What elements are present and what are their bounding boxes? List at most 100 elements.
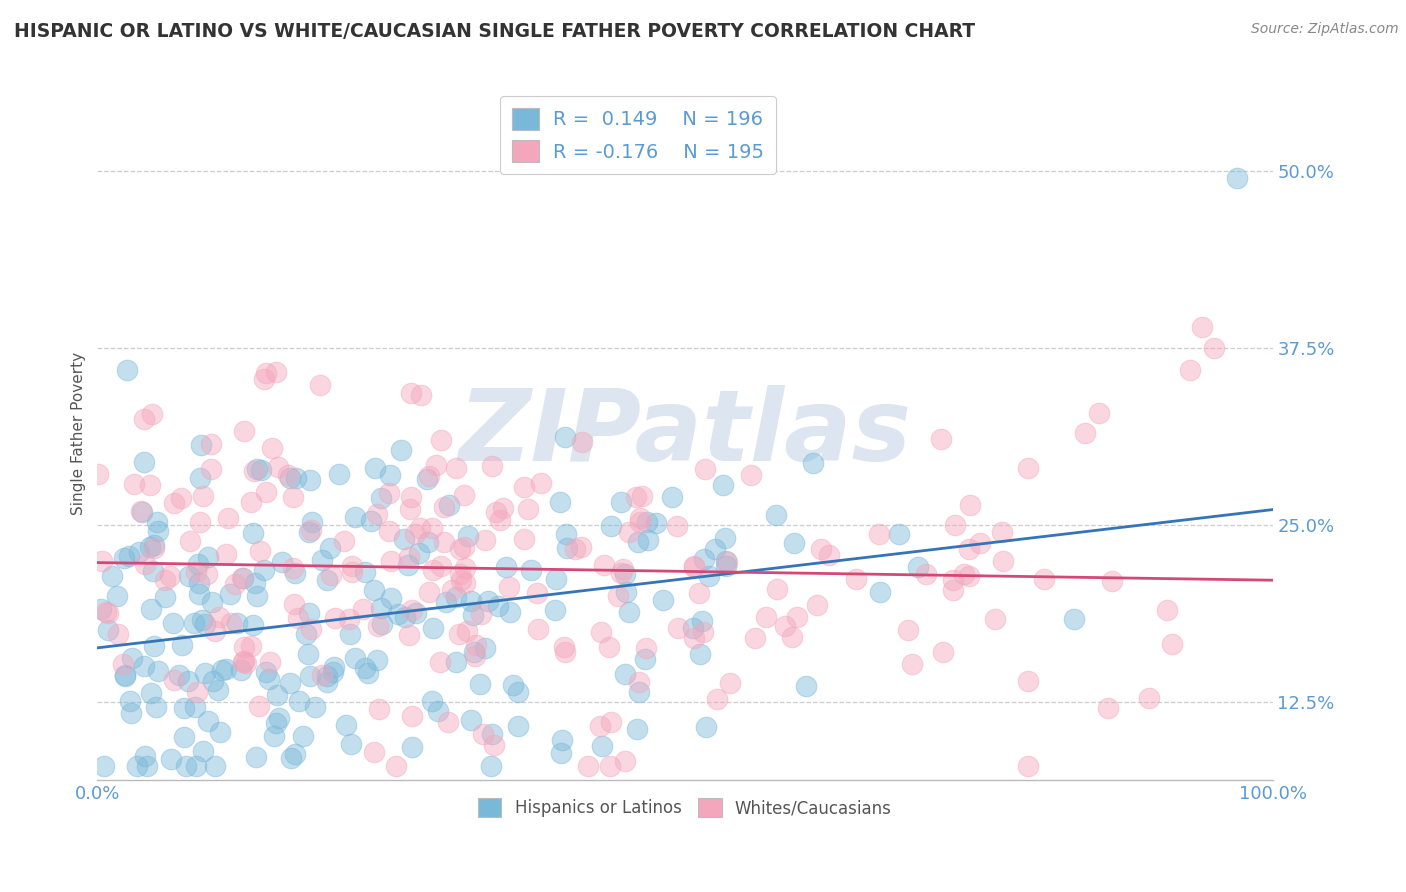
Point [1137, 690, 1160, 705]
Point [190, 438, 212, 452]
Point [1226, 171, 1249, 186]
Point [453, 540, 475, 554]
Point [766, 582, 789, 596]
Point [544, 603, 567, 617]
Point [398, 628, 420, 642]
Point [201, 595, 224, 609]
Point [401, 709, 423, 723]
Point [969, 535, 991, 549]
Point [444, 461, 467, 475]
Point [447, 627, 470, 641]
Point [131, 505, 153, 519]
Point [217, 511, 239, 525]
Point [612, 562, 634, 576]
Point [794, 679, 817, 693]
Point [145, 700, 167, 714]
Point [755, 610, 778, 624]
Point [474, 641, 496, 656]
Point [267, 711, 290, 725]
Point [139, 477, 162, 491]
Point [249, 544, 271, 558]
Point [411, 388, 433, 402]
Point [396, 558, 419, 573]
Point [486, 599, 509, 614]
Point [107, 627, 129, 641]
Point [548, 495, 571, 509]
Point [485, 506, 508, 520]
Point [134, 749, 156, 764]
Point [339, 627, 361, 641]
Point [544, 572, 567, 586]
Point [1032, 573, 1054, 587]
Point [187, 557, 209, 571]
Point [900, 657, 922, 672]
Point [464, 649, 486, 664]
Point [281, 490, 304, 504]
Point [231, 663, 253, 677]
Point [112, 551, 135, 566]
Point [284, 471, 307, 485]
Point [235, 657, 257, 671]
Point [513, 533, 536, 547]
Point [283, 560, 305, 574]
Point [613, 667, 636, 681]
Point [202, 674, 225, 689]
Point [200, 462, 222, 476]
Point [631, 489, 654, 503]
Point [782, 631, 804, 645]
Point [233, 425, 256, 439]
Point [298, 524, 321, 539]
Point [253, 372, 276, 386]
Point [427, 704, 450, 718]
Point [129, 504, 152, 518]
Point [897, 624, 920, 638]
Point [287, 611, 309, 625]
Point [188, 515, 211, 529]
Point [450, 573, 472, 587]
Point [253, 563, 276, 577]
Point [299, 473, 322, 487]
Point [449, 567, 471, 582]
Point [429, 655, 451, 669]
Point [197, 567, 219, 582]
Point [337, 612, 360, 626]
Point [492, 500, 515, 515]
Point [322, 665, 344, 679]
Point [714, 554, 737, 568]
Point [134, 558, 156, 572]
Point [298, 607, 321, 621]
Point [172, 638, 194, 652]
Point [179, 569, 201, 583]
Point [984, 612, 1007, 626]
Point [139, 540, 162, 554]
Point [247, 698, 270, 713]
Point [136, 759, 159, 773]
Point [744, 632, 766, 646]
Point [637, 533, 659, 547]
Point [284, 747, 307, 761]
Point [942, 582, 965, 597]
Point [628, 675, 651, 690]
Point [343, 651, 366, 665]
Point [176, 674, 198, 689]
Text: Source: ZipAtlas.com: Source: ZipAtlas.com [1251, 22, 1399, 37]
Point [661, 490, 683, 504]
Point [571, 434, 593, 449]
Point [208, 610, 231, 624]
Point [845, 572, 868, 586]
Point [191, 614, 214, 628]
Point [957, 542, 980, 557]
Point [194, 665, 217, 680]
Point [449, 541, 471, 556]
Point [259, 672, 281, 686]
Point [363, 582, 385, 597]
Point [366, 652, 388, 666]
Legend: Hispanics or Latinos, Whites/Caucasians: Hispanics or Latinos, Whites/Caucasians [471, 791, 898, 824]
Point [97, 624, 120, 638]
Point [263, 729, 285, 743]
Point [554, 430, 576, 444]
Point [370, 491, 392, 505]
Point [495, 560, 517, 574]
Point [316, 675, 339, 690]
Point [943, 518, 966, 533]
